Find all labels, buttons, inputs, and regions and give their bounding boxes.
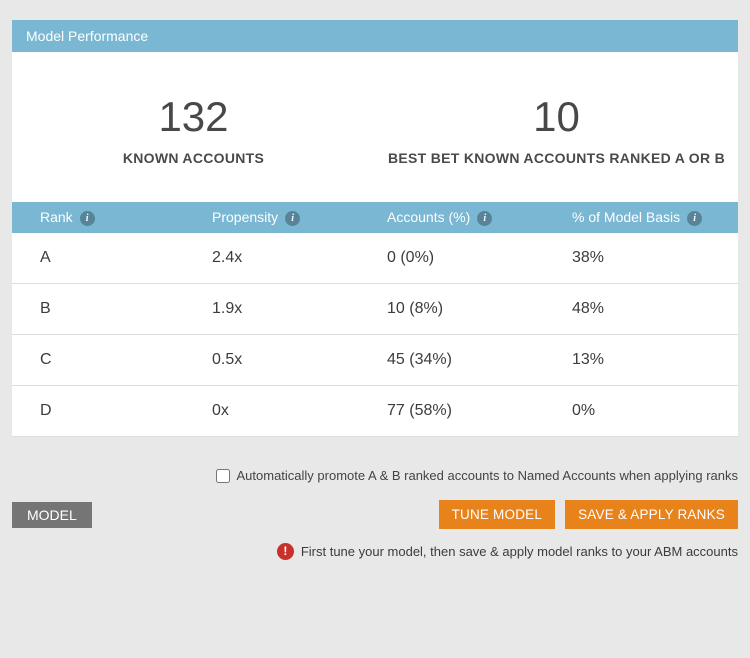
column-header-model-basis: % of Model Basis i <box>572 202 738 234</box>
stat-best-bet-accounts: 10 BEST BET KNOWN ACCOUNTS RANKED A OR B <box>375 93 738 168</box>
model-basis-cell: 48% <box>572 283 738 336</box>
table-row-rank-c: C 0.5x 45 (34%) 13% <box>12 334 738 387</box>
rank-cell: A <box>12 233 212 285</box>
accounts-cell: 45 (34%) <box>387 334 572 387</box>
page: Model Performance 132 KNOWN ACCOUNTS 10 … <box>12 20 738 561</box>
column-header-accounts-label: Accounts (%) <box>387 209 471 226</box>
accounts-cell: 0 (0%) <box>387 233 572 285</box>
best-bet-label: BEST BET KNOWN ACCOUNTS RANKED A OR B <box>388 150 725 167</box>
best-bet-value: 10 <box>533 93 580 140</box>
stat-known-accounts: 132 KNOWN ACCOUNTS <box>12 93 375 168</box>
tune-model-button[interactable]: TUNE MODEL <box>438 500 556 530</box>
table-row-rank-b: B 1.9x 10 (8%) 48% <box>12 283 738 336</box>
propensity-cell: 2.4x <box>212 233 387 285</box>
known-accounts-value: 132 <box>158 93 229 140</box>
known-accounts-label: KNOWN ACCOUNTS <box>122 150 265 167</box>
rank-cell: D <box>12 385 212 438</box>
stats-row: 132 KNOWN ACCOUNTS 10 BEST BET KNOWN ACC… <box>12 52 738 202</box>
model-performance-panel: Model Performance 132 KNOWN ACCOUNTS 10 … <box>12 20 738 438</box>
column-header-rank: Rank i <box>12 202 212 234</box>
warning-icon: ! <box>276 543 294 561</box>
info-icon[interactable]: i <box>687 211 703 227</box>
propensity-cell: 1.9x <box>212 283 387 336</box>
accounts-cell: 77 (58%) <box>387 385 572 438</box>
model-basis-cell: 0% <box>572 385 738 438</box>
info-icon[interactable]: i <box>79 211 95 227</box>
info-icon[interactable]: i <box>477 211 493 227</box>
rank-table: Rank i Propensity i Accounts (%) i % of Mod… <box>12 202 738 438</box>
model-tab[interactable]: MODEL <box>12 501 92 528</box>
note-text: First tune your model, then save & apply… <box>300 544 738 560</box>
column-header-rank-label: Rank <box>40 209 73 226</box>
promote-accounts-checkbox-label[interactable]: Automatically promote A & B ranked accou… <box>236 468 739 484</box>
column-header-propensity: Propensity i <box>212 202 387 234</box>
model-basis-cell: 13% <box>572 334 738 387</box>
column-header-accounts: Accounts (%) i <box>387 202 572 234</box>
model-basis-cell: 38% <box>572 233 738 285</box>
table-row-rank-a: A 2.4x 0 (0%) 38% <box>12 233 738 285</box>
note-row: ! First tune your model, then save & app… <box>12 543 738 561</box>
save-apply-ranks-button[interactable]: SAVE & APPLY RANKS <box>565 500 738 530</box>
rank-cell: C <box>12 334 212 387</box>
table-row-rank-d: D 0x 77 (58%) 0% <box>12 385 738 438</box>
info-icon[interactable]: i <box>285 211 301 227</box>
propensity-cell: 0x <box>212 385 387 438</box>
accounts-cell: 10 (8%) <box>387 283 572 336</box>
column-header-propensity-label: Propensity <box>212 209 279 226</box>
panel-title: Model Performance <box>26 28 149 44</box>
propensity-cell: 0.5x <box>212 334 387 387</box>
rank-cell: B <box>12 283 212 336</box>
table-header-row: Rank i Propensity i Accounts (%) i % of Mod… <box>12 202 738 234</box>
promote-checkbox-row: Automatically promote A & B ranked accou… <box>12 468 738 483</box>
promote-accounts-checkbox[interactable] <box>215 468 230 483</box>
column-header-model-basis-label: % of Model Basis <box>572 209 681 226</box>
panel-header: Model Performance <box>12 20 738 52</box>
actions-row: MODEL TUNE MODEL SAVE & APPLY RANKS <box>12 500 738 530</box>
action-buttons: TUNE MODEL SAVE & APPLY RANKS <box>438 500 738 530</box>
